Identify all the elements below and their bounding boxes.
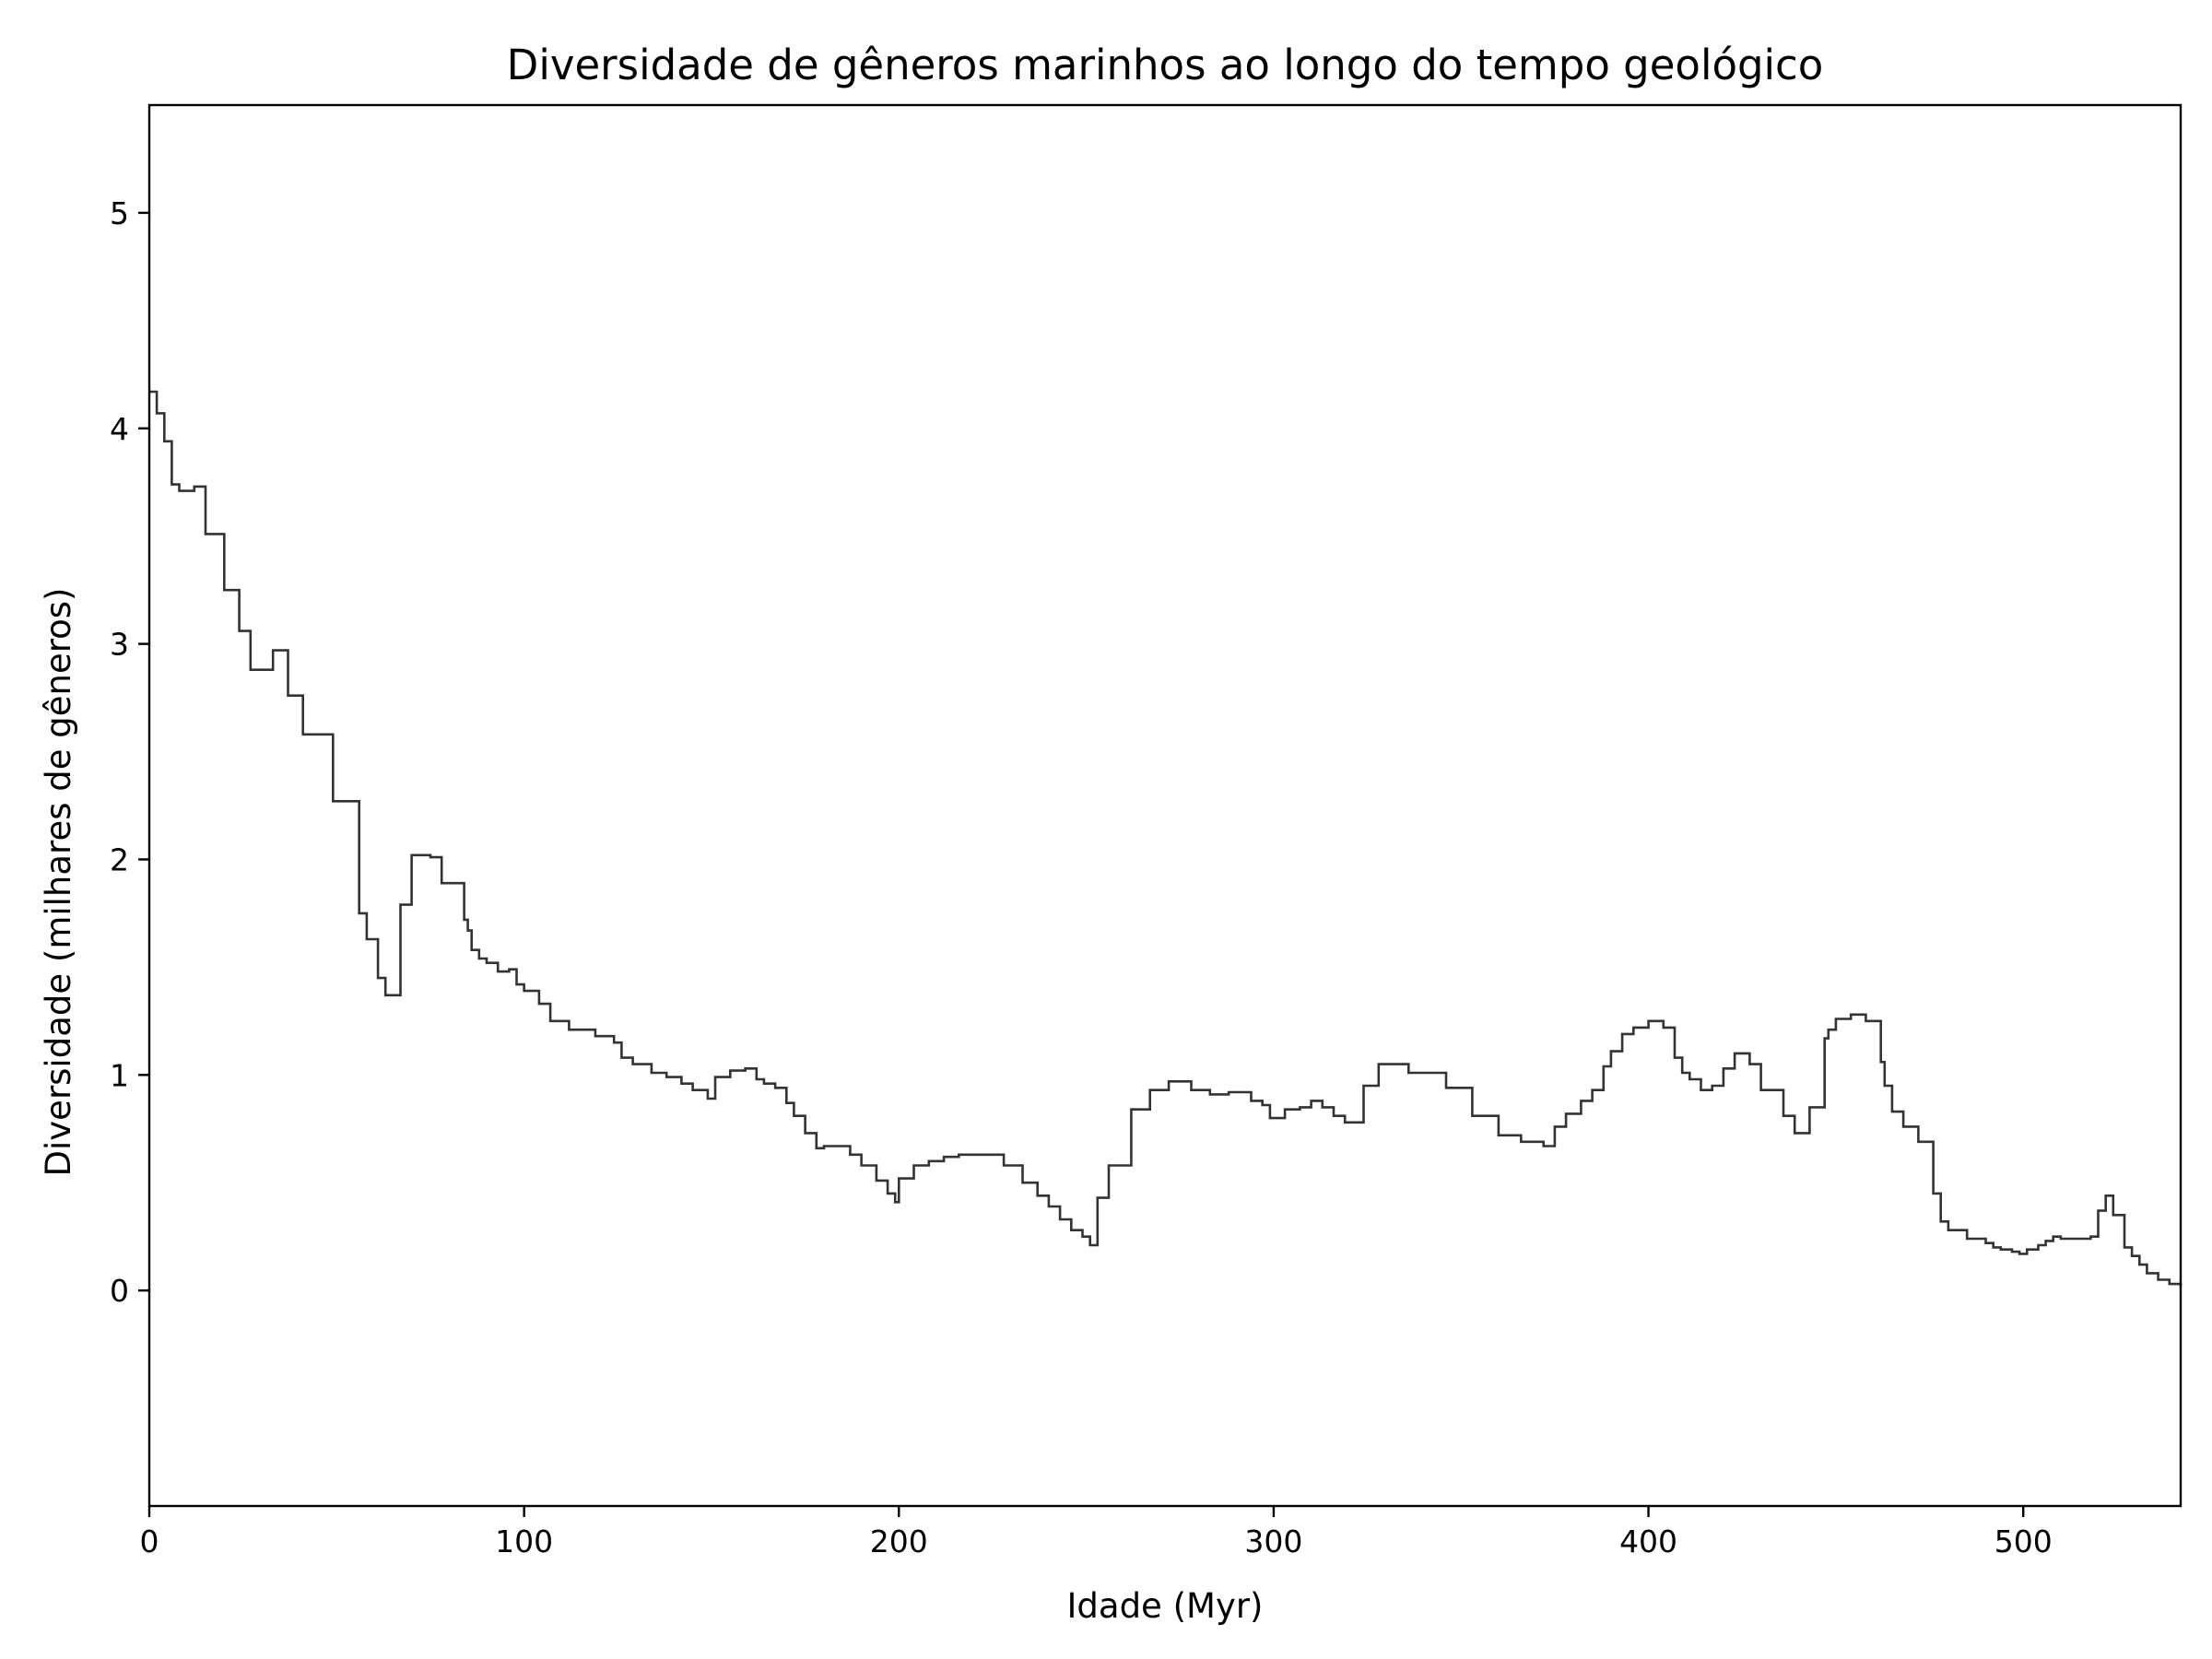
- y-tick-label: 0: [110, 1273, 129, 1309]
- x-tick-label: 0: [140, 1524, 159, 1559]
- x-tick-label: 200: [870, 1524, 928, 1559]
- plot-area: [147, 103, 2183, 1508]
- y-tick-label: 5: [110, 195, 129, 231]
- y-axis-label: Diversidade (milhares de gêneros): [39, 588, 78, 1177]
- y-tick-label: 4: [110, 411, 129, 447]
- x-tick-label: 400: [1619, 1524, 1677, 1559]
- x-tick-label: 100: [495, 1524, 553, 1559]
- x-axis: 0 100 200 300 400 500: [140, 1506, 2053, 1559]
- x-tick-label: 500: [1994, 1524, 2053, 1559]
- x-tick-label: 300: [1244, 1524, 1302, 1559]
- y-tick-label: 1: [110, 1057, 129, 1093]
- y-axis: 0 1 2 3 4 5: [110, 195, 149, 1309]
- series-line: [149, 390, 2183, 1287]
- y-tick-label: 2: [110, 841, 129, 877]
- chart-title: Diversidade de gêneros marinhos ao longo…: [507, 41, 1824, 89]
- x-axis-label: Idade (Myr): [1067, 1586, 1264, 1626]
- y-tick-label: 3: [110, 627, 129, 663]
